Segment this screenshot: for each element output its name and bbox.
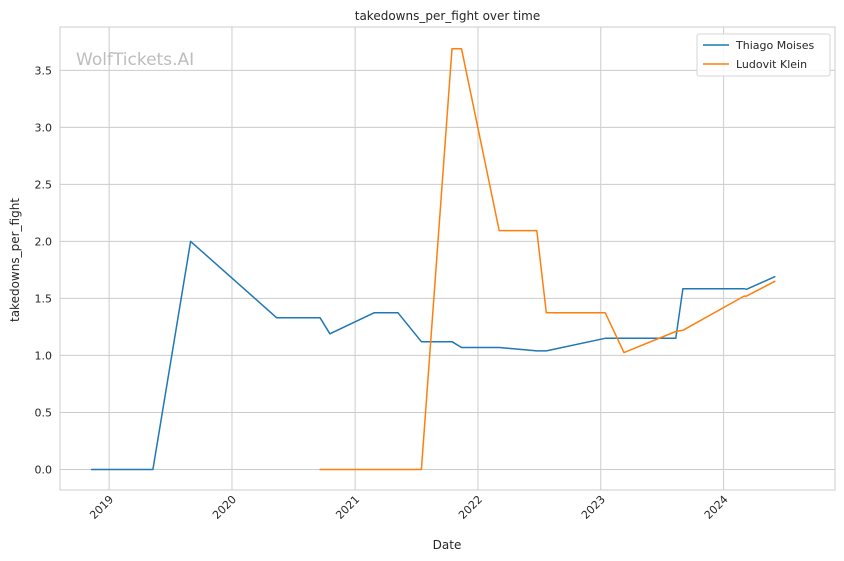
series-lines [90, 47, 776, 471]
legend-label-ludovit-klein: Ludovit Klein [736, 58, 807, 71]
legend: Thiago Moises Ludovit Klein [696, 33, 831, 77]
legend-box [696, 33, 831, 77]
grid-lines [60, 27, 835, 490]
legend-label-thiago-moises: Thiago Moises [735, 39, 814, 52]
chart-title: takedowns_per_fight over time [355, 9, 541, 23]
watermark: WolfTickets.AI [76, 50, 194, 70]
y-axis-title: takedowns_per_fight [8, 198, 22, 322]
series-line-thiago-moises [90, 240, 776, 471]
y-tick-label: 1.5 [35, 292, 53, 305]
y-tick-label: 2.0 [35, 235, 53, 248]
series-line-ludovit-klein [319, 47, 776, 471]
x-axis-title: Date [433, 538, 462, 552]
plot-frame [59, 26, 836, 491]
y-tick-label: 3.5 [35, 64, 53, 77]
y-tick-label: 0.0 [35, 463, 53, 476]
y-tick-label: 3.0 [35, 121, 53, 134]
y-tick-label: 1.0 [35, 349, 53, 362]
y-tick-label: 0.5 [35, 406, 53, 419]
y-tick-label: 2.5 [35, 178, 53, 191]
